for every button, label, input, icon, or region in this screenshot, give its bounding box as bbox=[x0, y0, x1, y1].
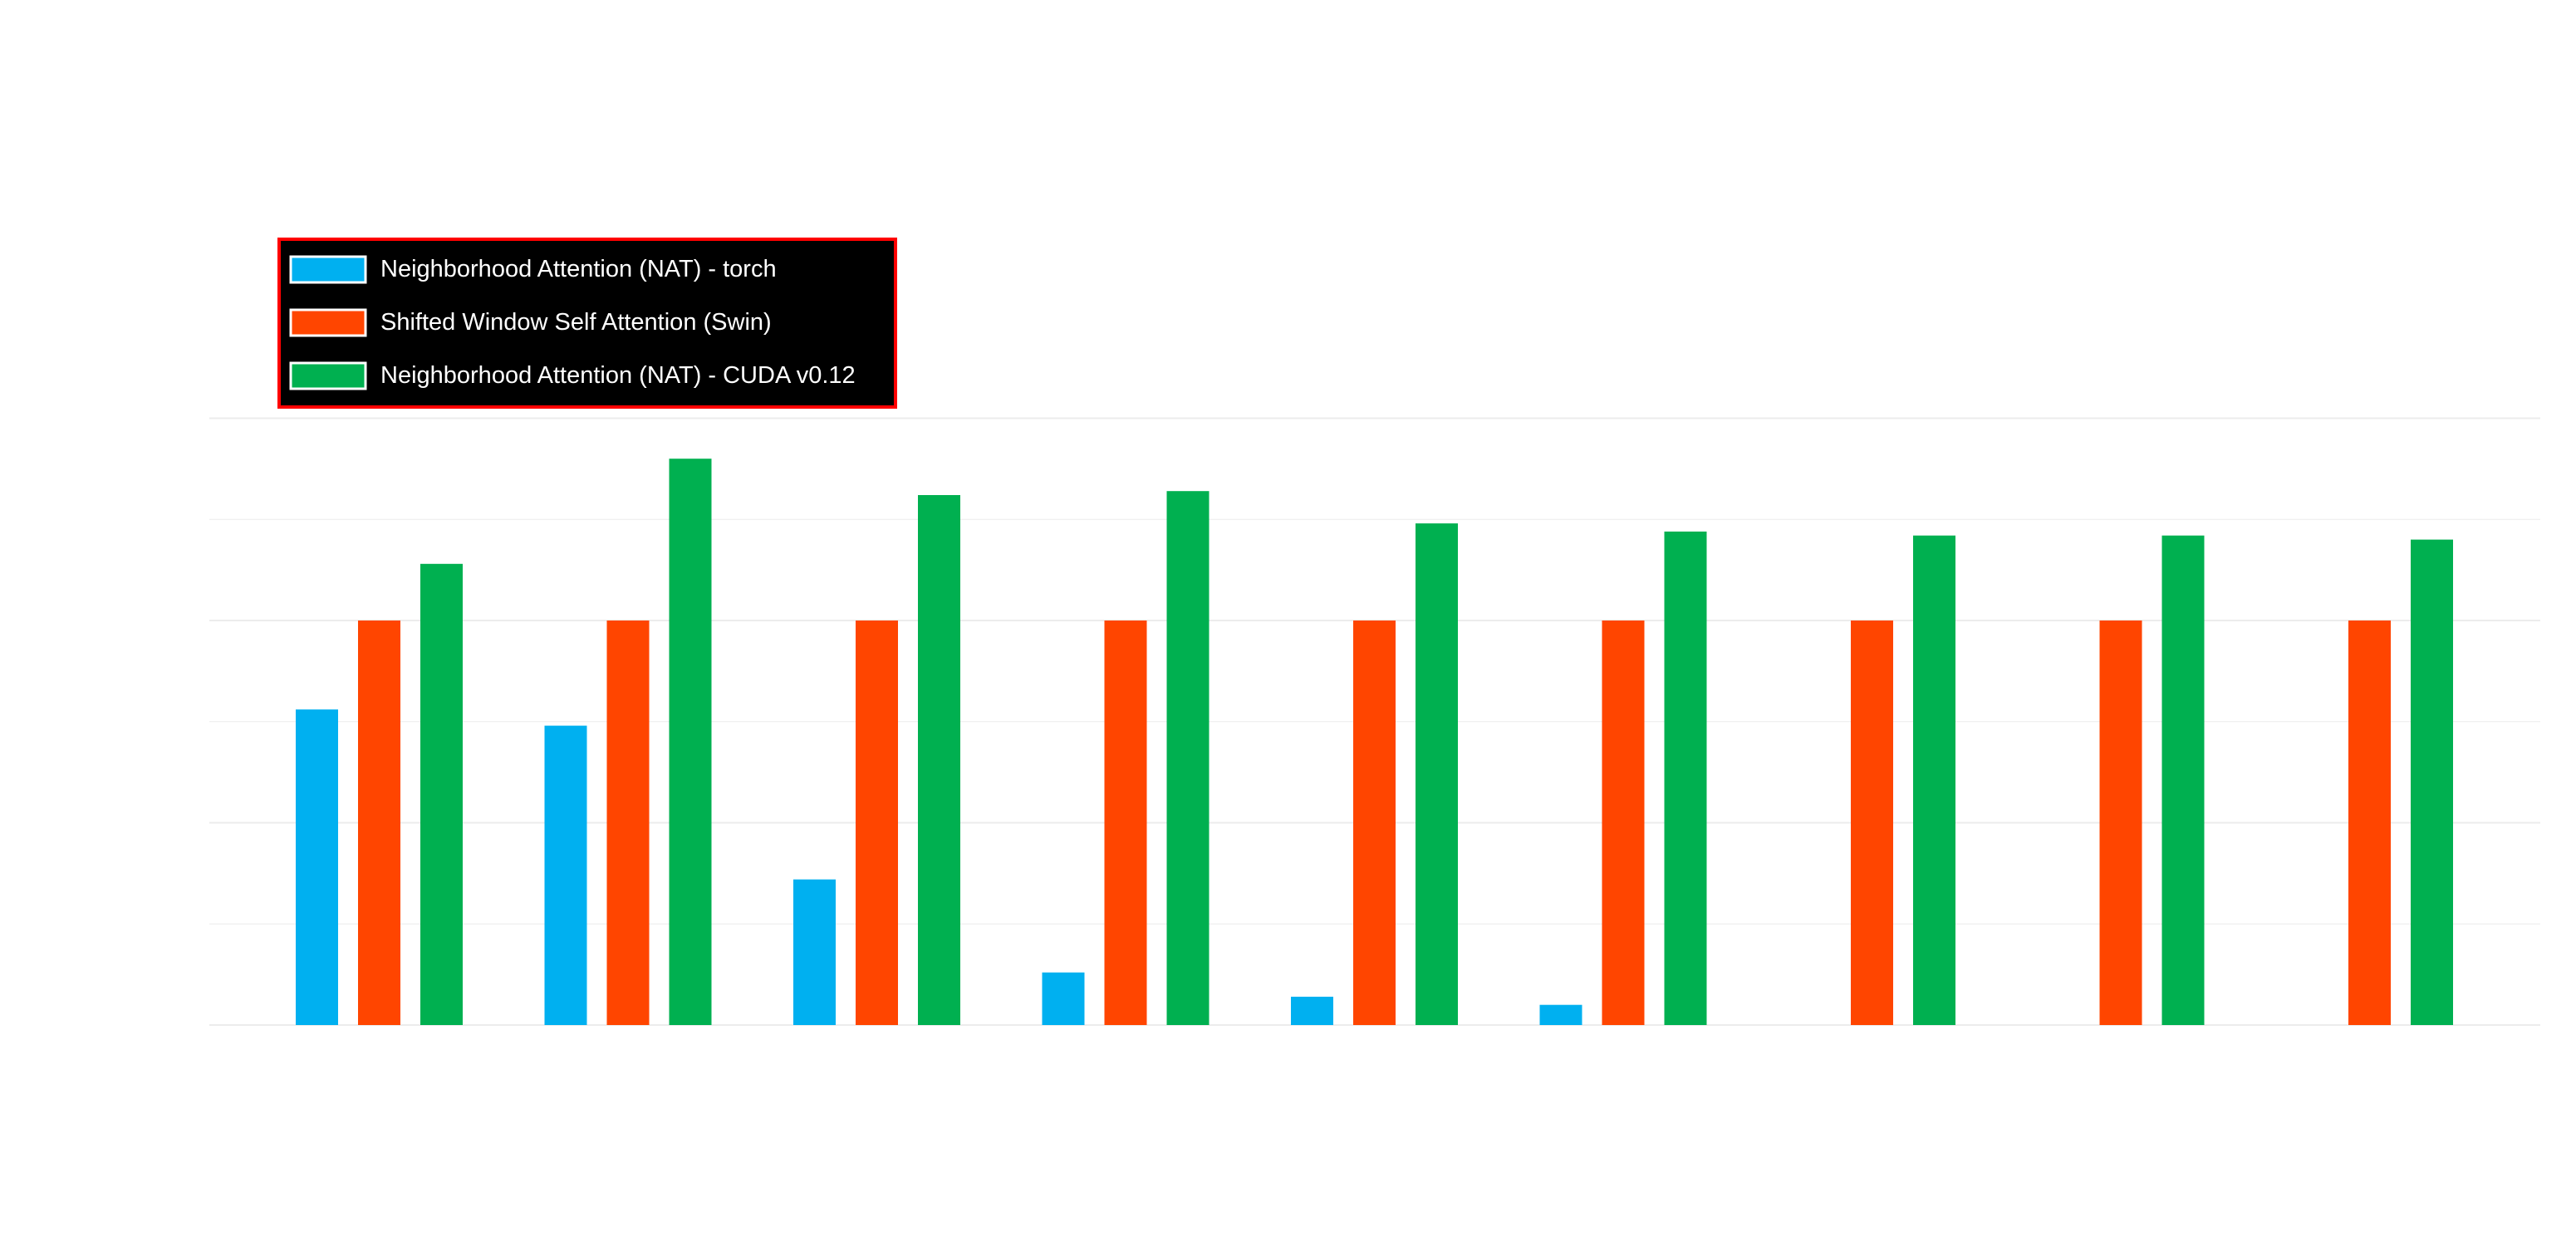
legend-label-cuda: Neighborhood Attention (NAT) - CUDA v0.1… bbox=[380, 362, 856, 389]
bar-neighborhood-attention-nat-cuda-v0-12-2 bbox=[669, 459, 712, 1025]
legend-swatch-torch bbox=[289, 255, 367, 284]
legend-swatch-cuda bbox=[289, 361, 367, 390]
bar-shifted-window-self-attention-swin-2 bbox=[606, 621, 650, 1025]
legend-box bbox=[277, 238, 897, 409]
bar-neighborhood-attention-nat-torch-3 bbox=[793, 879, 836, 1025]
legend-label-torch: Neighborhood Attention (NAT) - torch bbox=[380, 256, 777, 282]
bar-neighborhood-attention-nat-cuda-v0-12-1 bbox=[420, 563, 463, 1025]
bar-neighborhood-attention-nat-torch-4 bbox=[1042, 972, 1085, 1025]
bar-shifted-window-self-attention-swin-4 bbox=[1104, 621, 1147, 1025]
bar-neighborhood-attention-nat-torch-5 bbox=[1291, 996, 1333, 1025]
bar-neighborhood-attention-nat-cuda-v0-12-3 bbox=[918, 495, 960, 1025]
bar-neighborhood-attention-nat-cuda-v0-12-4 bbox=[1166, 491, 1209, 1025]
bar-neighborhood-attention-nat-cuda-v0-12-8 bbox=[2161, 535, 2205, 1025]
bar-shifted-window-self-attention-swin-1 bbox=[358, 621, 400, 1025]
bar-shifted-window-self-attention-swin-5 bbox=[1353, 621, 1396, 1025]
bar-shifted-window-self-attention-swin-3 bbox=[856, 621, 898, 1025]
bar-neighborhood-attention-nat-torch-2 bbox=[544, 725, 587, 1025]
bar-neighborhood-attention-nat-cuda-v0-12-5 bbox=[1416, 523, 1458, 1025]
legend-swatch-swin bbox=[289, 308, 367, 337]
bar-shifted-window-self-attention-swin-8 bbox=[2099, 621, 2142, 1025]
bar-shifted-window-self-attention-swin-9 bbox=[2348, 621, 2391, 1025]
bar-neighborhood-attention-nat-cuda-v0-12-6 bbox=[1664, 531, 1707, 1025]
legend-label-swin: Shifted Window Self Attention (Swin) bbox=[380, 309, 772, 336]
legend: Neighborhood Attention (NAT) - torch Shi… bbox=[277, 238, 897, 409]
bar-neighborhood-attention-nat-cuda-v0-12-9 bbox=[2411, 539, 2453, 1025]
bar-neighborhood-attention-nat-torch-1 bbox=[296, 709, 338, 1025]
bar-neighborhood-attention-nat-torch-6 bbox=[1539, 1004, 1582, 1025]
bar-shifted-window-self-attention-swin-6 bbox=[1602, 621, 1645, 1025]
bars bbox=[296, 459, 2453, 1025]
bar-shifted-window-self-attention-swin-7 bbox=[1851, 621, 1893, 1025]
bar-neighborhood-attention-nat-cuda-v0-12-7 bbox=[1913, 535, 1955, 1025]
